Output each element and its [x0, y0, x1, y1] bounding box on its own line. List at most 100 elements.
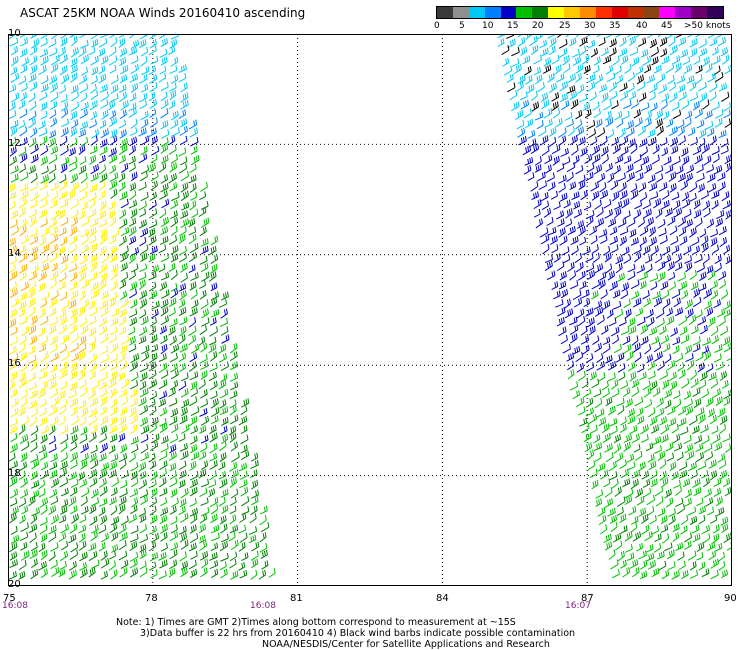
wind-barb — [178, 299, 186, 309]
wind-barb — [141, 66, 150, 76]
wind-barb — [717, 551, 725, 562]
wind-barb — [109, 245, 118, 256]
wind-barb — [68, 156, 78, 166]
wind-barb-stroke — [613, 164, 621, 175]
wind-barb-stroke — [48, 551, 56, 562]
wind-barb — [10, 119, 19, 129]
wind-barb-stroke — [229, 399, 237, 409]
wind-barb-stroke — [710, 514, 718, 524]
legend-swatch — [564, 7, 581, 18]
wind-barb — [601, 423, 610, 434]
wind-barb-stroke — [99, 263, 108, 274]
lat-label-10: 10 — [8, 28, 21, 39]
wind-barb — [68, 560, 77, 571]
wind-barb-stroke — [645, 442, 654, 452]
wind-barb — [600, 325, 609, 335]
wind-barb-stroke — [9, 37, 19, 47]
wind-barb — [70, 181, 80, 192]
wind-barb — [79, 121, 88, 130]
wind-barb — [139, 560, 147, 570]
wind-barb — [119, 235, 127, 247]
wind-barb-stroke — [60, 156, 70, 166]
wind-barb — [138, 200, 147, 211]
wind-barb-stroke — [637, 217, 646, 228]
wind-barb-stroke — [49, 343, 58, 354]
wind-barb-stroke — [79, 478, 88, 488]
wind-barb — [558, 174, 567, 184]
wind-barb-stroke — [547, 73, 555, 83]
wind-barb — [60, 350, 70, 362]
wind-barb-stroke — [600, 524, 608, 535]
wind-barb-stroke — [110, 453, 119, 463]
wind-barb — [180, 156, 188, 166]
wind-barb — [719, 423, 727, 434]
wind-barb — [638, 550, 647, 560]
wind-barb-stroke — [674, 62, 682, 73]
wind-barb-stroke — [646, 316, 655, 328]
wind-barb-stroke — [658, 182, 668, 192]
footnotes: Note: 1) Times are GMT 2)Times along bot… — [0, 617, 740, 650]
wind-barb — [587, 73, 596, 83]
wind-barb-stroke — [627, 270, 636, 281]
wind-barb-stroke — [637, 316, 646, 326]
wind-barb-stroke — [160, 120, 169, 130]
wind-barb — [609, 38, 617, 48]
wind-barb — [581, 379, 589, 389]
wind-barb-stroke — [552, 108, 561, 119]
wind-barb-stroke — [191, 299, 199, 309]
wind-barb-stroke — [714, 442, 723, 452]
wind-barb-stroke — [624, 544, 633, 553]
wind-barb-stroke — [129, 308, 138, 318]
wind-barb — [119, 74, 128, 84]
wind-barb-stroke — [100, 462, 110, 471]
wind-barb — [18, 470, 26, 480]
wind-barb-stroke — [719, 325, 729, 336]
wind-barb-stroke — [219, 388, 229, 399]
wind-barb-stroke — [648, 226, 656, 238]
wind-barb — [637, 217, 646, 228]
wind-barb-stroke — [719, 236, 727, 247]
wind-barb-stroke — [168, 100, 176, 110]
legend-swatch — [611, 7, 628, 18]
wind-barb — [89, 306, 98, 317]
wind-barb-stroke — [544, 118, 553, 128]
wind-barb — [98, 164, 107, 175]
wind-barb — [48, 406, 58, 417]
wind-barb — [39, 416, 48, 427]
wind-barb — [721, 523, 729, 534]
wind-barb — [658, 560, 667, 571]
wind-barb — [91, 129, 100, 139]
wind-barb-stroke — [210, 504, 219, 515]
wind-barb — [178, 334, 186, 345]
wind-barb-stroke — [620, 54, 629, 65]
wind-barb-stroke — [189, 163, 197, 174]
wind-barb-stroke — [558, 227, 566, 238]
wind-barb-stroke — [148, 281, 157, 292]
wind-barb — [160, 108, 169, 119]
wind-barb — [575, 109, 583, 120]
wind-barb — [603, 478, 611, 488]
wind-barb-stroke — [20, 452, 28, 463]
wind-barb — [706, 218, 715, 229]
wind-barb-stroke — [552, 155, 560, 166]
wind-barb — [575, 261, 584, 273]
wind-barb — [59, 416, 66, 426]
wind-barb — [630, 237, 639, 246]
wind-barb — [100, 138, 108, 148]
wind-barb-stroke — [230, 570, 239, 580]
wind-barb-stroke — [48, 505, 57, 515]
wind-barb — [58, 467, 68, 479]
wind-barb-stroke — [657, 450, 666, 461]
wind-barb-stroke — [49, 199, 58, 209]
wind-barb-stroke — [230, 469, 239, 479]
wind-barb — [168, 567, 176, 578]
wind-barb-stroke — [10, 119, 19, 129]
wind-barb — [39, 407, 47, 417]
wind-barb-stroke — [138, 200, 147, 211]
wind-barb — [609, 514, 618, 524]
wind-barb-stroke — [78, 210, 86, 220]
wind-barb-stroke — [702, 337, 711, 346]
wind-barb-stroke — [517, 74, 526, 84]
wind-barb — [583, 64, 591, 74]
wind-barb-stroke — [228, 425, 237, 436]
